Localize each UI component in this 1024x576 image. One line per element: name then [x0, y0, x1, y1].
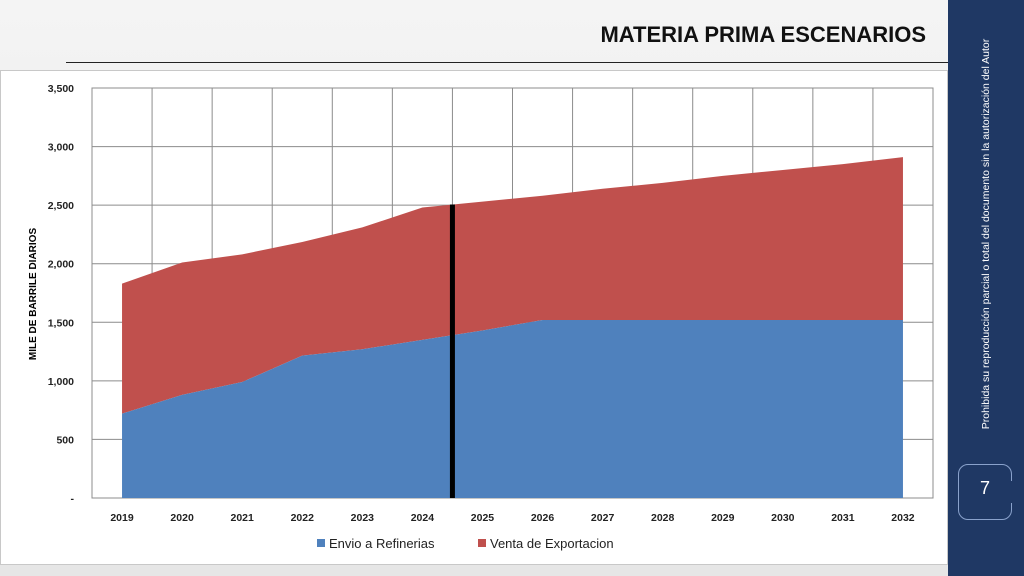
x-tick-label: 2026	[531, 512, 555, 524]
x-tick-label: 2029	[711, 512, 735, 524]
x-tick-labels: 2019 2020 2021 2022 2023 2024 2025 2026 2027 2028…	[110, 512, 914, 524]
chart-frame: -500 1,000 1,500 2,000 2,500 3,000 3,500 2019 2…	[0, 70, 948, 565]
x-tick-label: 2028	[651, 512, 675, 524]
y-tick-label: 1,000	[48, 376, 74, 388]
x-tick-label: 2027	[591, 512, 615, 524]
x-tick-label: 2021	[230, 512, 254, 524]
page-number-notch	[1008, 481, 1016, 503]
x-tick-label: 2032	[891, 512, 915, 524]
area-envio-a-refinerias	[122, 319, 903, 498]
x-tick-label: 2024	[411, 512, 435, 524]
page-number: 7	[979, 478, 990, 498]
y-tick-label: 2,500	[48, 200, 74, 212]
slide-title: MATERIA PRIMA ESCENARIOS	[600, 22, 926, 47]
legend-swatch-envio	[317, 539, 325, 547]
legend-label-venta: Venta de Exportacion	[490, 536, 614, 551]
title-underline	[66, 62, 956, 63]
x-tick-label: 2020	[170, 512, 194, 524]
x-tick-label: 2030	[771, 512, 795, 524]
x-tick-label: 2025	[471, 512, 495, 524]
y-tick-label: 3,500	[48, 83, 74, 95]
y-tick-label: 1,500	[48, 317, 74, 329]
legend-swatch-venta	[478, 539, 486, 547]
x-tick-label: 2019	[110, 512, 134, 524]
x-tick-label: 2031	[831, 512, 855, 524]
area-venta-de-exportacion	[122, 157, 903, 414]
y-tick-label: 3,000	[48, 142, 74, 154]
y-tick-label: 2,000	[48, 259, 74, 271]
copyright-note: Prohibida su reproducción parcial o tota…	[980, 38, 992, 430]
x-tick-label: 2022	[291, 512, 315, 524]
y-axis-label: MILE DE BARRILE DIARIOS	[28, 228, 39, 361]
x-tick-label: 2023	[351, 512, 375, 524]
legend-label-envio: Envio a Refinerias	[329, 536, 435, 551]
y-tick-labels: - 500 1,000 1,500 2,000 2,500 3,000 3,500	[48, 83, 75, 505]
y-tick-label: 500	[56, 434, 74, 446]
area-series	[122, 157, 903, 498]
legend: Envio a Refinerias Venta de Exportacion	[317, 536, 614, 551]
y-tick-label: -	[71, 493, 75, 505]
